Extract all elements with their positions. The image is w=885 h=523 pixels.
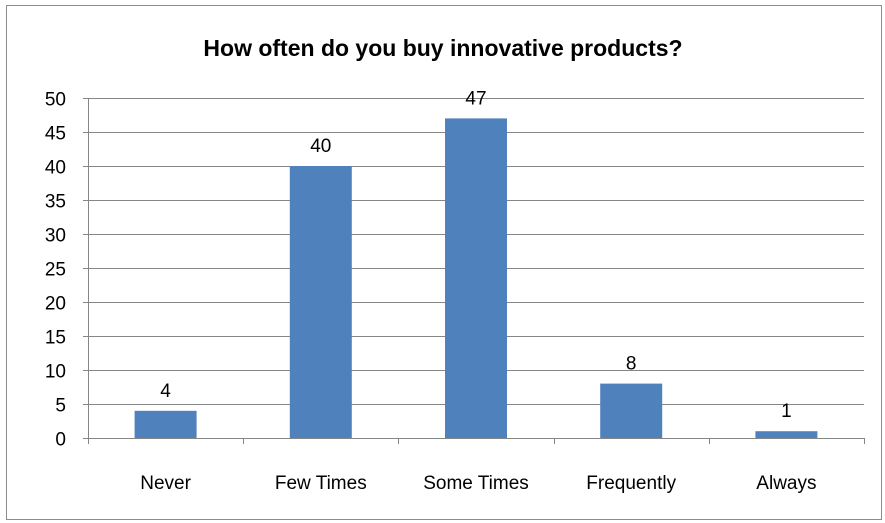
data-label-some-times: 47 xyxy=(465,88,486,109)
y-tick-label-25: 25 xyxy=(45,260,66,281)
data-label-always: 1 xyxy=(781,401,792,422)
bar-never xyxy=(134,410,197,438)
data-labels: 4 40 47 8 1 xyxy=(160,88,791,422)
y-tick-label-5: 5 xyxy=(55,396,66,417)
x-category-label-some-times: Some Times xyxy=(423,473,529,494)
x-category-label-few-times: Few Times xyxy=(275,473,367,494)
x-category-label-never: Never xyxy=(140,473,191,494)
bar-always xyxy=(755,431,818,438)
bar-few-times xyxy=(289,166,352,438)
y-tick-label-30: 30 xyxy=(45,226,66,247)
bar-frequently xyxy=(600,383,663,438)
y-axis-tick-labels: 0 5 10 15 20 25 30 35 40 45 50 xyxy=(45,90,66,451)
axes xyxy=(83,98,865,444)
y-tick-label-20: 20 xyxy=(45,294,66,315)
bar-some-times xyxy=(445,118,507,439)
data-label-few-times: 40 xyxy=(310,136,331,157)
y-tick-label-0: 0 xyxy=(55,430,66,451)
y-tick-label-50: 50 xyxy=(45,90,66,111)
y-tick-label-40: 40 xyxy=(45,158,66,179)
y-tick-label-45: 45 xyxy=(45,124,66,145)
y-tick-label-35: 35 xyxy=(45,192,66,213)
x-axis-category-labels: Never Few Times Some Times Frequently Always xyxy=(140,473,816,494)
y-tick-label-15: 15 xyxy=(45,328,66,349)
data-label-frequently: 8 xyxy=(626,354,637,375)
data-label-never: 4 xyxy=(160,381,171,402)
y-tick-label-10: 10 xyxy=(45,362,66,383)
chart-title: How often do you buy innovative products… xyxy=(203,35,682,61)
bars xyxy=(134,118,818,439)
x-category-label-always: Always xyxy=(756,473,816,494)
x-category-label-frequently: Frequently xyxy=(586,473,676,494)
